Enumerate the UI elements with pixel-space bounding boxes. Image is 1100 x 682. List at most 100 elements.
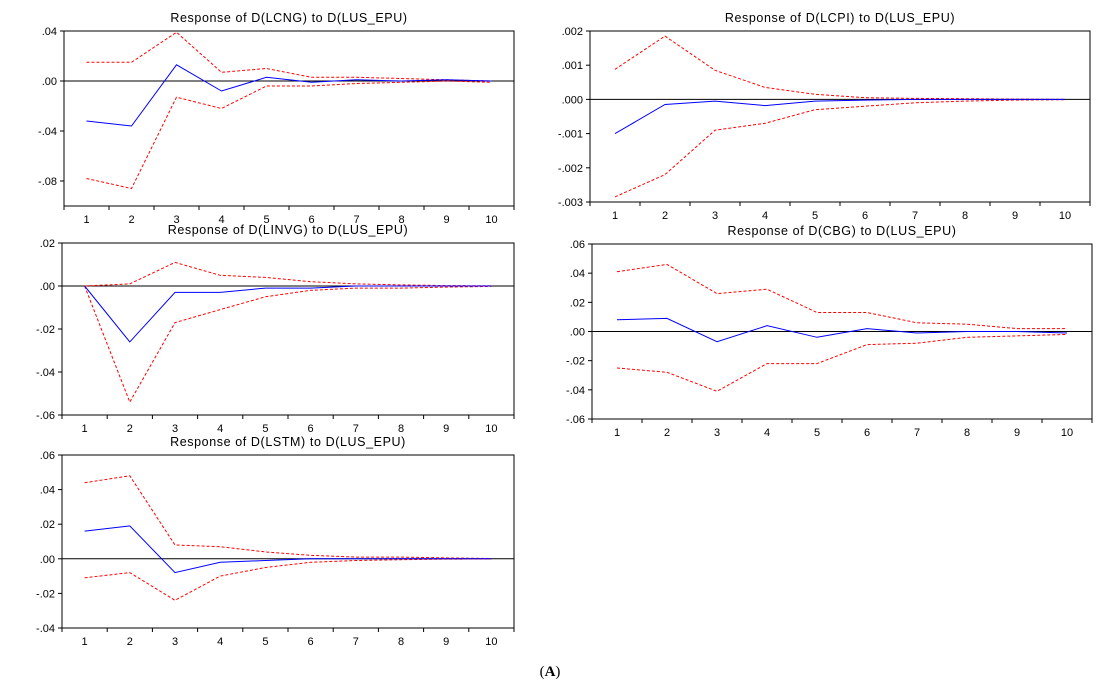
y-tick-label-lcpi: .000 xyxy=(562,94,583,106)
y-tick-label-lstm: -.04 xyxy=(36,623,55,635)
series-lower-linvg xyxy=(84,285,492,404)
x-tick-label-cbg: 4 xyxy=(764,427,770,439)
y-tick-label-linvg: -.04 xyxy=(36,367,55,379)
caption-letter: A xyxy=(545,664,556,680)
x-tick-label-lcpi: 1 xyxy=(612,210,618,222)
series-response-lcpi xyxy=(614,98,1065,135)
y-tick-label-lstm: .04 xyxy=(40,485,55,497)
series-lower-lcng xyxy=(86,80,492,190)
x-tick-label-cbg: 3 xyxy=(714,427,720,439)
panel-title-lcng: Response of D(LCNG) to D(LUS_EPU) xyxy=(170,11,407,25)
x-tick-label-cbg: 10 xyxy=(1061,427,1073,439)
x-tick-label-lstm: 3 xyxy=(172,636,178,648)
series-upper-lcpi xyxy=(614,35,1066,100)
plot-frame-lcpi xyxy=(589,30,1091,203)
x-tick-label-lcng: 1 xyxy=(83,214,89,226)
x-tick-label-linvg: 8 xyxy=(398,423,404,435)
x-tick-label-lstm: 8 xyxy=(398,636,404,648)
series-response-lstm xyxy=(84,525,492,574)
series-upper-lstm xyxy=(84,475,492,559)
y-tick-label-lcpi: .002 xyxy=(562,26,583,38)
y-tick-label-lcng: .00 xyxy=(42,76,57,88)
panel-linvg: Response of D(LINVG) to D(LUS_EPU) .02 .00… xyxy=(36,223,515,435)
series-response-linvg xyxy=(84,285,492,343)
x-tick-label-cbg: 5 xyxy=(814,427,820,439)
x-tick-label-linvg: 5 xyxy=(262,423,268,435)
plot-frame-lstm xyxy=(61,454,515,629)
x-tick-label-linvg: 7 xyxy=(353,423,359,435)
x-tick-label-lstm: 1 xyxy=(82,636,88,648)
y-tick-label-cbg: -.04 xyxy=(566,385,585,397)
x-tick-label-linvg: 4 xyxy=(217,423,223,435)
x-tick-label-lcng: 7 xyxy=(353,214,359,226)
y-tick-label-cbg: -.06 xyxy=(566,414,585,426)
x-tick-label-lcng: 2 xyxy=(128,214,134,226)
x-tick-label-lcpi: 7 xyxy=(912,210,918,222)
x-tick-label-lcng: 5 xyxy=(263,214,269,226)
y-tick-label-lstm: .00 xyxy=(40,554,55,566)
panel-lcpi: Response of D(LCPI) to D(LUS_EPU) .002 .00… xyxy=(558,11,1091,222)
plot-frame-linvg xyxy=(61,242,515,416)
panel-cbg: Response of D(CBG) to D(LUS_EPU) .06 .04 .0… xyxy=(566,224,1093,439)
x-tick-label-lstm: 7 xyxy=(353,636,359,648)
x-tick-label-lstm: 9 xyxy=(443,636,449,648)
x-tick-label-lcng: 4 xyxy=(218,214,224,226)
x-tick-label-cbg: 6 xyxy=(864,427,870,439)
x-tick-label-cbg: 8 xyxy=(964,427,970,439)
y-tick-label-cbg: .00 xyxy=(570,327,585,339)
x-tick-label-linvg: 9 xyxy=(443,423,449,435)
y-tick-label-lcng: .04 xyxy=(42,26,57,38)
y-tick-label-lcpi: .001 xyxy=(562,60,583,72)
series-lower-cbg xyxy=(616,333,1068,392)
x-tick-label-lcpi: 2 xyxy=(662,210,668,222)
x-tick-label-linvg: 2 xyxy=(127,423,133,435)
y-tick-label-linvg: -.02 xyxy=(36,324,55,336)
x-tick-label-lcpi: 3 xyxy=(712,210,718,222)
panel-title-linvg: Response of D(LINVG) to D(LUS_EPU) xyxy=(168,223,409,237)
x-tick-label-linvg: 6 xyxy=(308,423,314,435)
x-tick-label-lcng: 3 xyxy=(173,214,179,226)
x-tick-label-lstm: 6 xyxy=(308,636,314,648)
x-tick-label-lstm: 2 xyxy=(127,636,133,648)
x-tick-label-lcng: 9 xyxy=(443,214,449,226)
panel-title-lcpi: Response of D(LCPI) to D(LUS_EPU) xyxy=(725,11,955,25)
y-tick-label-cbg: .02 xyxy=(570,297,585,309)
x-tick-label-lcpi: 5 xyxy=(812,210,818,222)
x-tick-label-lcng: 6 xyxy=(308,214,314,226)
x-tick-label-lcpi: 4 xyxy=(762,210,768,222)
x-tick-label-lcpi: 8 xyxy=(962,210,968,222)
panel-title-lstm: Response of D(LSTM) to D(LUS_EPU) xyxy=(170,435,406,449)
panel-lstm: Response of D(LSTM) to D(LUS_EPU) .06 .04.… xyxy=(36,435,515,648)
y-tick-label-linvg: -.06 xyxy=(36,410,55,422)
x-tick-label-lcng: 10 xyxy=(485,214,497,226)
y-tick-label-lcng: -.04 xyxy=(38,126,57,138)
caption-close-paren: ) xyxy=(555,664,560,680)
y-tick-label-cbg: .06 xyxy=(570,239,585,251)
panel-lcng: Response of D(LCNG) to D(LUS_EPU) .04 .00 -… xyxy=(38,11,515,226)
series-upper-linvg xyxy=(84,261,492,287)
y-tick-label-linvg: .02 xyxy=(40,238,55,250)
irf-panels: Response of D(LCNG) to D(LUS_EPU) .04 .00 -… xyxy=(36,11,1093,648)
x-tick-label-linvg: 1 xyxy=(82,423,88,435)
x-tick-label-lstm: 10 xyxy=(485,636,497,648)
series-response-cbg xyxy=(616,317,1068,343)
y-tick-label-lcpi: -.003 xyxy=(558,197,583,209)
series-lower-lstm xyxy=(84,558,492,601)
y-tick-label-cbg: -.02 xyxy=(566,356,585,368)
x-tick-label-lstm: 4 xyxy=(217,636,223,648)
x-tick-label-lcpi: 6 xyxy=(862,210,868,222)
y-tick-label-lstm: .06 xyxy=(40,450,55,462)
x-tick-label-linvg: 10 xyxy=(485,423,497,435)
y-tick-label-lstm: -.02 xyxy=(36,588,55,600)
x-tick-label-lcpi: 9 xyxy=(1012,210,1018,222)
x-tick-label-lcpi: 10 xyxy=(1059,210,1071,222)
x-tick-label-lstm: 5 xyxy=(262,636,268,648)
x-tick-label-lcng: 8 xyxy=(398,214,404,226)
x-tick-label-linvg: 3 xyxy=(172,423,178,435)
y-tick-label-lcng: -.08 xyxy=(38,176,57,188)
x-tick-label-cbg: 9 xyxy=(1014,427,1020,439)
y-tick-label-cbg: .04 xyxy=(570,268,585,280)
x-tick-label-cbg: 7 xyxy=(914,427,920,439)
y-tick-label-lcpi: -.002 xyxy=(558,163,583,175)
